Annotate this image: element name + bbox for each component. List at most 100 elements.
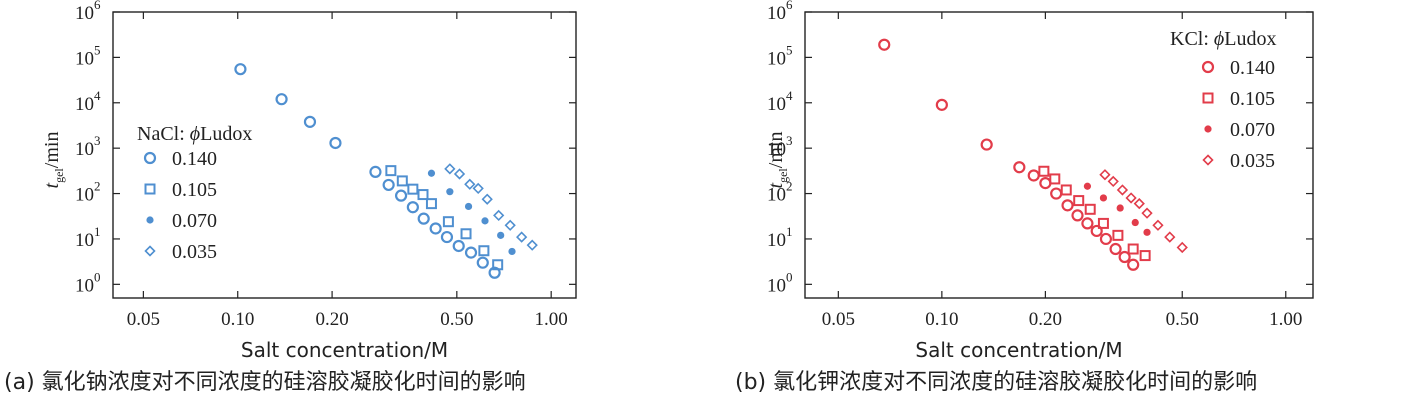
y-tick-label: 104 (75, 88, 101, 115)
data-point (1152, 219, 1164, 231)
data-point (382, 178, 395, 192)
data-point (417, 212, 430, 225)
y-tick-label: 101 (767, 224, 793, 251)
data-point (394, 189, 408, 202)
data-point (478, 245, 490, 257)
y-axis-label-main: t (41, 182, 63, 188)
y-axis-label-sub: gel (52, 168, 66, 183)
data-point (369, 165, 382, 179)
x-tick-label: 0.05 (127, 309, 160, 330)
data-point (1049, 173, 1061, 185)
data-point (1013, 161, 1026, 174)
data-point (303, 115, 317, 128)
legend-label: 0.070 (1230, 119, 1275, 141)
legend: NaCl: ϕLudox 0.140 0.105 0.070 0.035 (137, 123, 252, 263)
data-point (492, 259, 504, 271)
plot-frame (112, 11, 577, 299)
y-tick-exponent: 3 (786, 133, 793, 148)
data-point (508, 247, 516, 256)
x-tick-label: 0.50 (440, 309, 473, 330)
data-point (1133, 197, 1145, 210)
data-point (1039, 176, 1052, 190)
series-0.035 (444, 163, 538, 251)
y-tick-label: 104 (767, 88, 793, 115)
series-0.105 (385, 165, 504, 271)
figure-caption: (b) 氯化钾浓度对不同浓度的硅溶胶凝胶化时间的影响 (735, 370, 1257, 395)
y-tick-label: 106 (767, 0, 793, 24)
data-point (1083, 182, 1092, 190)
data-point (1099, 232, 1113, 246)
y-axis-label-main: t (765, 182, 787, 188)
data-point (406, 201, 419, 214)
data-point (481, 217, 489, 225)
data-point (1038, 165, 1050, 177)
legend-marker (1202, 92, 1214, 104)
data-point (417, 189, 429, 201)
legend-title: NaCl: ϕLudox (137, 123, 252, 145)
data-point (493, 209, 505, 222)
data-point (935, 98, 948, 111)
data-point (1116, 184, 1129, 196)
series-0.140 (234, 63, 501, 279)
data-point (1027, 169, 1040, 182)
data-point (452, 239, 465, 253)
legend-label: 0.035 (172, 241, 217, 263)
data-point (446, 188, 454, 196)
y-tick-exponent: 2 (786, 179, 793, 194)
y-tick-exponent: 6 (786, 0, 793, 12)
data-point (427, 169, 436, 177)
legend-title-prefix: NaCl: (137, 123, 190, 145)
data-point (329, 136, 342, 150)
data-point (878, 38, 891, 51)
y-tick-exponent: 5 (786, 42, 793, 57)
y-axis-label-unit: /min (41, 132, 63, 169)
legend-marker (144, 183, 156, 195)
legend: KCl: ϕLudox 0.140 0.105 0.070 0.035 (1170, 28, 1276, 172)
y-tick-exponent: 1 (786, 224, 793, 239)
y-tick-label: 103 (75, 133, 101, 160)
x-tick-label: 1.00 (535, 309, 568, 330)
data-point (504, 219, 516, 231)
x-tick-label: 0.50 (1166, 309, 1199, 330)
data-point (1176, 241, 1188, 254)
data-point (1118, 250, 1131, 264)
legend-title-phi: ϕ (190, 123, 200, 145)
y-tick-exponent: 3 (94, 133, 101, 148)
x-tick-label: 0.05 (822, 309, 855, 330)
figure-caption: (a) 氯化钠浓度对不同浓度的硅溶胶凝胶化时间的影响 (4, 370, 526, 395)
legend-marker (144, 245, 156, 257)
data-point (444, 163, 456, 175)
data-point (1084, 203, 1096, 215)
data-point (980, 138, 993, 151)
plot-frame (804, 11, 1314, 299)
legend-marker (143, 151, 157, 165)
x-tick-label: 0.10 (925, 309, 958, 330)
y-tick-exponent: 4 (94, 88, 101, 103)
legend-marker (146, 216, 154, 224)
y-tick-label: 101 (75, 224, 101, 251)
data-point (481, 193, 493, 205)
x-tick-label: 0.10 (221, 309, 254, 330)
y-tick-label: 105 (75, 42, 101, 69)
y-axis-label: tgel/min (765, 132, 790, 189)
data-point (1060, 184, 1072, 196)
x-tick-label: 0.20 (1029, 309, 1062, 330)
data-point (425, 198, 437, 210)
y-tick-exponent: 4 (786, 88, 793, 103)
data-point (516, 231, 528, 243)
y-tick-label: 105 (767, 42, 793, 69)
data-point (442, 216, 454, 228)
data-point (464, 178, 476, 190)
series-0.035 (1099, 169, 1188, 254)
y-tick-label: 106 (75, 0, 101, 24)
x-tick-label: 1.00 (1269, 309, 1302, 330)
data-point (1097, 217, 1109, 229)
data-point (464, 246, 478, 259)
chart-panel-a: 0.05 0.10 0.20 0.50 1.0010010110210310410510… (4, 0, 577, 395)
data-point (526, 239, 538, 251)
legend-label: 0.070 (172, 210, 217, 232)
series-0.070 (427, 169, 516, 256)
series-0.140 (878, 38, 1140, 271)
series-0.105 (1038, 165, 1151, 262)
data-point (1081, 217, 1094, 230)
